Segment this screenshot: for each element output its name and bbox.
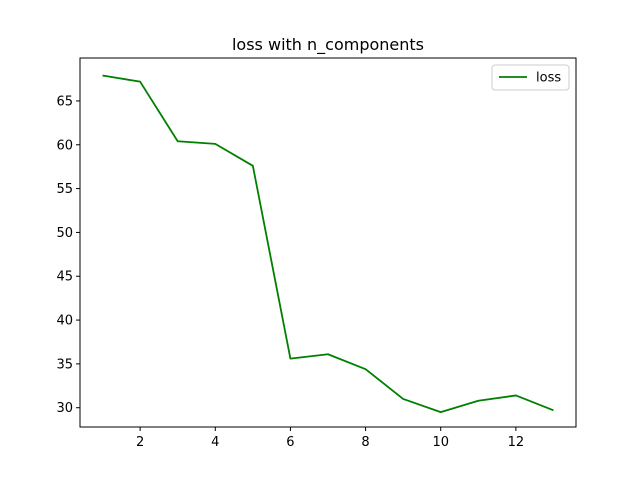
y-tick-label: 50 <box>56 226 73 241</box>
y-axis: 30 35 40 45 50 55 60 65 <box>56 94 80 416</box>
x-tick-label: 6 <box>286 435 294 450</box>
y-tick-label: 45 <box>56 270 73 285</box>
x-tick-label: 4 <box>211 435 219 450</box>
legend-box <box>491 64 570 91</box>
x-tick-label: 2 <box>136 435 144 450</box>
x-tick-label: 10 <box>432 435 449 450</box>
plot-area <box>102 74 554 414</box>
y-tick-label: 65 <box>56 94 73 109</box>
axes-frame <box>79 57 577 428</box>
x-tick-label: 12 <box>508 435 525 450</box>
chart-title: loss with n_components <box>232 35 424 55</box>
x-tick-label: 8 <box>361 435 369 450</box>
y-tick-label: 60 <box>56 138 73 153</box>
y-tick-label: 30 <box>56 401 73 416</box>
series-line-loss <box>102 74 554 414</box>
x-axis: 2 4 6 8 10 12 <box>136 427 524 450</box>
y-tick-label: 40 <box>56 314 73 329</box>
legend: loss <box>491 64 570 91</box>
legend-entry-label: loss <box>536 71 561 86</box>
y-tick-label: 55 <box>56 182 73 197</box>
y-tick-label: 35 <box>56 357 73 372</box>
